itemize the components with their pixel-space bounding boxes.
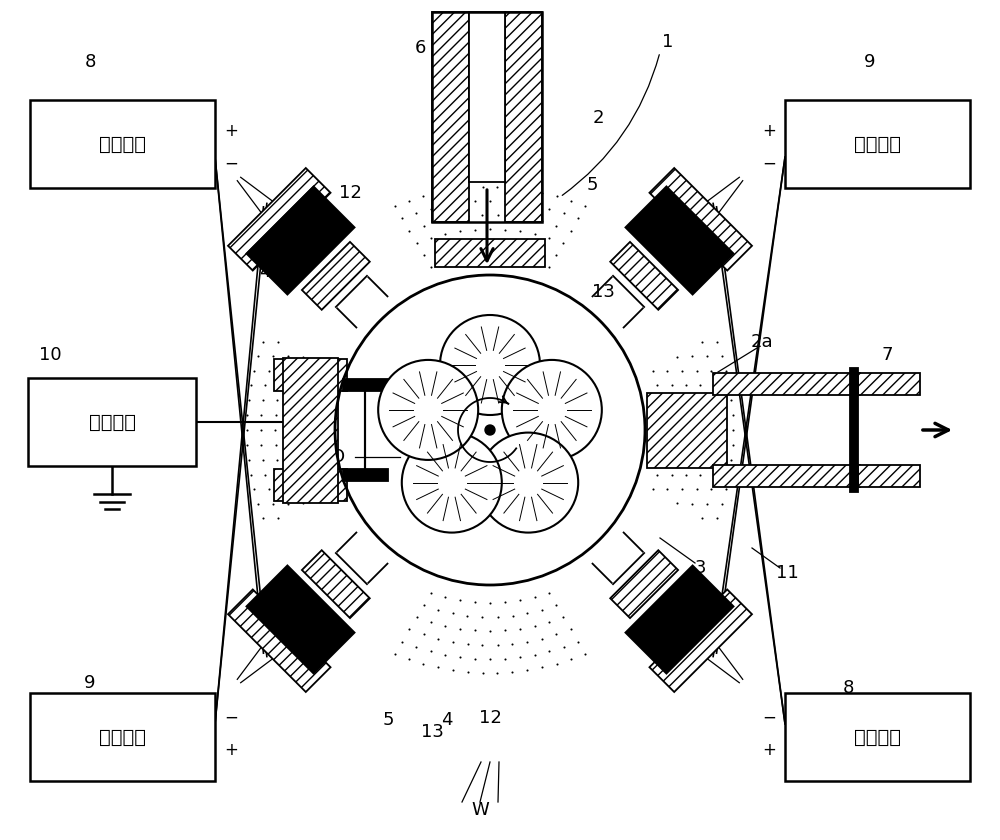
- Text: −: −: [224, 709, 238, 727]
- Circle shape: [378, 360, 478, 460]
- Text: 3: 3: [694, 559, 706, 577]
- Bar: [30, 693, 215, 781]
- Bar: [785, 100, 970, 188]
- Bar: [343, 469, 388, 481]
- Text: 12: 12: [339, 184, 361, 202]
- Text: 9: 9: [864, 53, 876, 71]
- Circle shape: [485, 425, 495, 435]
- Bar: [469, 12, 505, 182]
- Polygon shape: [228, 590, 331, 692]
- Text: 1: 1: [662, 33, 674, 51]
- Text: 13: 13: [592, 283, 614, 301]
- Polygon shape: [625, 565, 734, 674]
- Bar: [343, 379, 388, 391]
- Text: 2: 2: [592, 109, 604, 127]
- Text: W: W: [471, 801, 489, 819]
- Polygon shape: [302, 550, 370, 618]
- Bar: [858, 465, 920, 487]
- Text: −: −: [762, 155, 776, 172]
- Bar: [432, 12, 469, 222]
- Text: +: +: [762, 741, 776, 759]
- Text: +: +: [224, 122, 238, 139]
- Text: 4: 4: [259, 263, 271, 281]
- Text: O: O: [331, 448, 345, 466]
- Text: 电弧电源: 电弧电源: [854, 727, 901, 747]
- Text: 5: 5: [586, 176, 598, 194]
- Text: 8: 8: [842, 679, 854, 697]
- Circle shape: [440, 315, 540, 415]
- Bar: [713, 373, 860, 395]
- Text: −: −: [762, 709, 776, 727]
- Bar: [432, 12, 542, 222]
- Polygon shape: [283, 358, 338, 502]
- Text: 12: 12: [479, 709, 501, 727]
- Polygon shape: [274, 359, 347, 391]
- Text: +: +: [224, 741, 238, 759]
- Bar: [505, 12, 542, 222]
- Text: 9: 9: [84, 674, 96, 692]
- Text: 11: 11: [776, 564, 798, 582]
- Polygon shape: [274, 469, 347, 501]
- Text: 电弧电源: 电弧电源: [854, 134, 901, 154]
- Bar: [30, 100, 215, 188]
- Polygon shape: [246, 565, 355, 674]
- Polygon shape: [228, 168, 331, 270]
- Circle shape: [402, 433, 502, 533]
- Text: 电弧电源: 电弧电源: [99, 134, 146, 154]
- Text: 2a: 2a: [751, 333, 773, 351]
- Text: 偏压电源: 偏压电源: [89, 412, 136, 432]
- Polygon shape: [647, 392, 727, 468]
- Bar: [28, 378, 196, 466]
- Bar: [858, 373, 920, 395]
- Bar: [713, 465, 860, 487]
- Text: 5: 5: [382, 711, 394, 729]
- Polygon shape: [435, 239, 545, 267]
- Polygon shape: [610, 550, 678, 618]
- Text: −: −: [224, 155, 238, 172]
- Text: 10: 10: [39, 346, 61, 364]
- Polygon shape: [610, 242, 678, 310]
- Text: 电弧电源: 电弧电源: [99, 727, 146, 747]
- Polygon shape: [625, 186, 734, 295]
- Text: 4: 4: [441, 711, 453, 729]
- Bar: [850, 368, 858, 492]
- Polygon shape: [246, 186, 355, 295]
- Polygon shape: [649, 168, 752, 270]
- Circle shape: [478, 433, 578, 533]
- Polygon shape: [649, 590, 752, 692]
- Bar: [785, 693, 970, 781]
- Text: 8: 8: [84, 53, 96, 71]
- Polygon shape: [302, 242, 370, 310]
- Text: 13: 13: [421, 723, 443, 741]
- Text: +: +: [762, 122, 776, 139]
- Text: 7: 7: [881, 346, 893, 364]
- Text: 6: 6: [414, 39, 426, 57]
- Circle shape: [502, 360, 602, 460]
